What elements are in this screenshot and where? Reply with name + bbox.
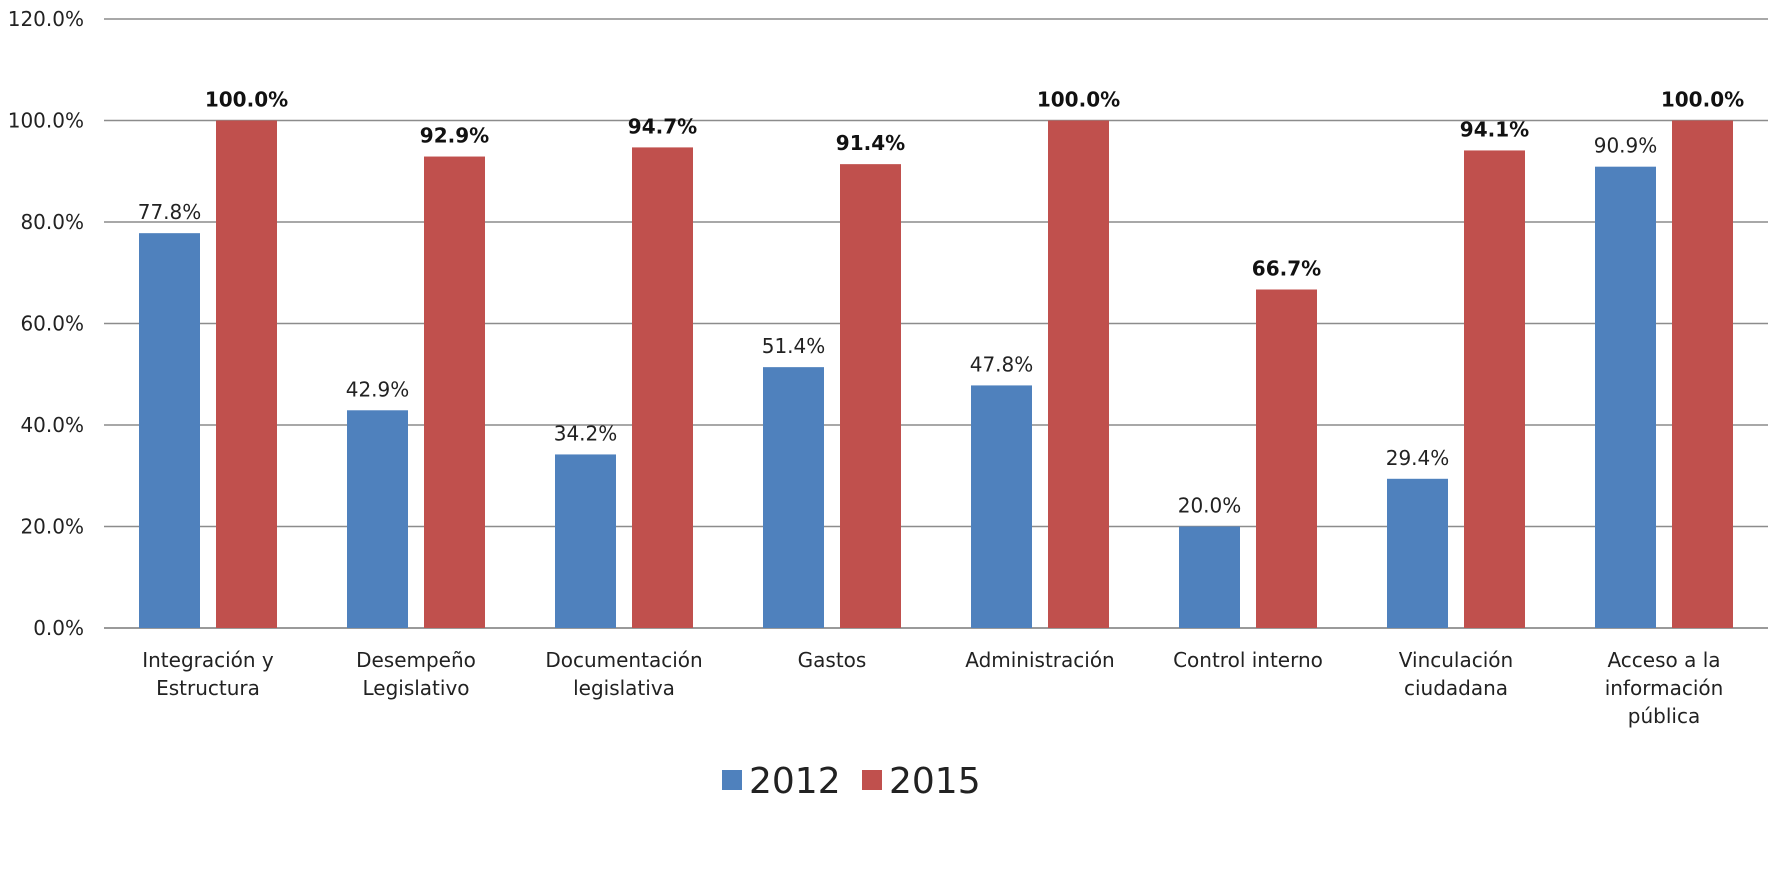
y-tick-label: 60.0% [20,312,84,336]
category-label: Integración y [142,648,274,672]
bar-2015-0 [216,120,277,628]
data-label: 90.9% [1594,134,1658,158]
y-axis-ticks: 0.0% 20.0% 40.0% 60.0% 80.0% 100.0% 120.0% [8,7,84,640]
category-label: Estructura [156,676,260,700]
data-label: 92.9% [420,124,489,148]
category-label: legislativa [573,676,675,700]
category-label: Desempeño [356,648,476,672]
bar-2015-1 [424,156,485,628]
category-label: Legislativo [362,676,469,700]
data-label: 94.7% [628,114,697,138]
bar-2015-6 [1464,150,1525,628]
y-tick-label: 0.0% [33,616,84,640]
bar-2015-2 [632,147,693,628]
data-label: 34.2% [554,421,618,445]
bar-2012-0 [139,233,200,629]
data-label: 29.4% [1386,446,1450,470]
legend-swatch-2012 [722,770,742,790]
category-label: ciudadana [1404,676,1508,700]
bar-2012-2 [555,454,616,628]
data-label: 94.1% [1460,117,1529,141]
legend-swatch-2015 [862,770,882,790]
data-label: 42.9% [346,377,410,401]
category-label: Documentación [545,648,702,672]
legend: 2012 2015 [722,761,981,802]
data-label: 91.4% [836,131,905,155]
bar-2015-3 [840,164,901,628]
category-label: información [1605,676,1724,700]
y-tick-label: 100.0% [8,109,84,133]
x-axis-categories: Integración y Estructura Desempeño Legislat… [142,648,1723,728]
data-label: 47.8% [970,352,1034,376]
category-label: Gastos [798,648,867,672]
bar-2012-7 [1595,166,1656,628]
data-label: 100.0% [205,88,288,112]
bar-2012-5 [1179,526,1240,628]
y-tick-label: 80.0% [20,210,84,234]
category-label: pública [1628,704,1700,728]
data-labels: 77.8% 100.0% 42.9% 92.9% 34.2% 94.7% 51.4% 91.4… [138,88,1744,518]
data-label: 100.0% [1661,88,1744,112]
y-tick-label: 20.0% [20,515,84,539]
legend-label: 2012 [749,761,841,802]
bar-2012-6 [1387,478,1448,628]
category-label: Vinculación [1399,648,1513,672]
category-label: Control interno [1173,648,1323,672]
bar-2015-4 [1048,120,1109,628]
bar-2012-3 [763,367,824,628]
data-label: 20.0% [1178,494,1242,518]
legend-label: 2015 [889,761,981,802]
data-label: 51.4% [762,334,826,358]
data-label: 100.0% [1037,88,1120,112]
data-label: 66.7% [1252,256,1321,280]
data-label: 77.8% [138,200,202,224]
category-label: Acceso a la [1607,648,1720,672]
bar-2012-4 [971,385,1032,628]
bars [139,120,1733,629]
bar-2015-7 [1672,120,1733,628]
y-tick-label: 40.0% [20,413,84,437]
category-label: Administración [965,648,1115,672]
y-tick-label: 120.0% [8,7,84,31]
bar-2015-5 [1256,289,1317,628]
bar-2012-1 [347,410,408,628]
